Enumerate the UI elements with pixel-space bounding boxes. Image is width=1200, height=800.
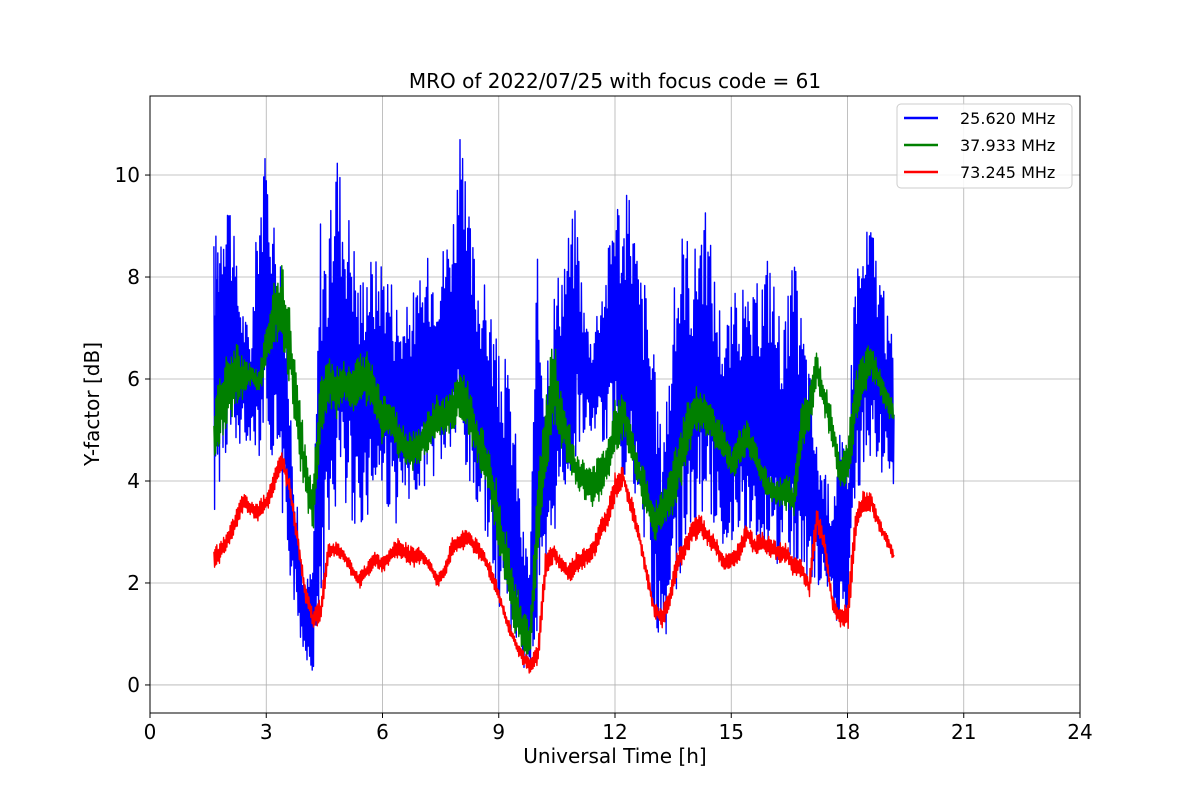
y-tick-label: 8 bbox=[127, 265, 140, 289]
x-tick-label: 3 bbox=[260, 720, 273, 744]
x-tick-label: 15 bbox=[719, 720, 744, 744]
y-tick-label: 10 bbox=[115, 163, 140, 187]
x-tick-label: 12 bbox=[602, 720, 627, 744]
legend: 25.620 MHz 37.933 MHz 73.245 MHz bbox=[896, 103, 1073, 189]
legend-label-73mhz: 73.245 MHz bbox=[960, 163, 1055, 182]
y-tick-label: 6 bbox=[127, 367, 140, 391]
legend-box bbox=[896, 103, 1073, 189]
y-tick-label: 0 bbox=[127, 673, 140, 697]
y-axis-label: Y-factor [dB] bbox=[80, 342, 104, 467]
x-tick-label: 18 bbox=[835, 720, 860, 744]
x-axis-label: Universal Time [h] bbox=[523, 744, 706, 768]
x-tick-label: 24 bbox=[1067, 720, 1092, 744]
x-tick-label: 6 bbox=[376, 720, 389, 744]
chart-title: MRO of 2022/07/25 with focus code = 61 bbox=[409, 69, 821, 93]
x-tick-label: 9 bbox=[492, 720, 505, 744]
legend-label-25mhz: 25.620 MHz bbox=[960, 109, 1055, 128]
x-tick-label: 0 bbox=[144, 720, 157, 744]
y-tick-label: 4 bbox=[127, 469, 140, 493]
legend-label-37mhz: 37.933 MHz bbox=[960, 136, 1055, 155]
series-layer bbox=[213, 139, 895, 674]
series-line-3 bbox=[213, 452, 895, 674]
x-tick-label: 21 bbox=[951, 720, 976, 744]
y-tick-label: 2 bbox=[127, 571, 140, 595]
series-line-2 bbox=[213, 265, 895, 655]
